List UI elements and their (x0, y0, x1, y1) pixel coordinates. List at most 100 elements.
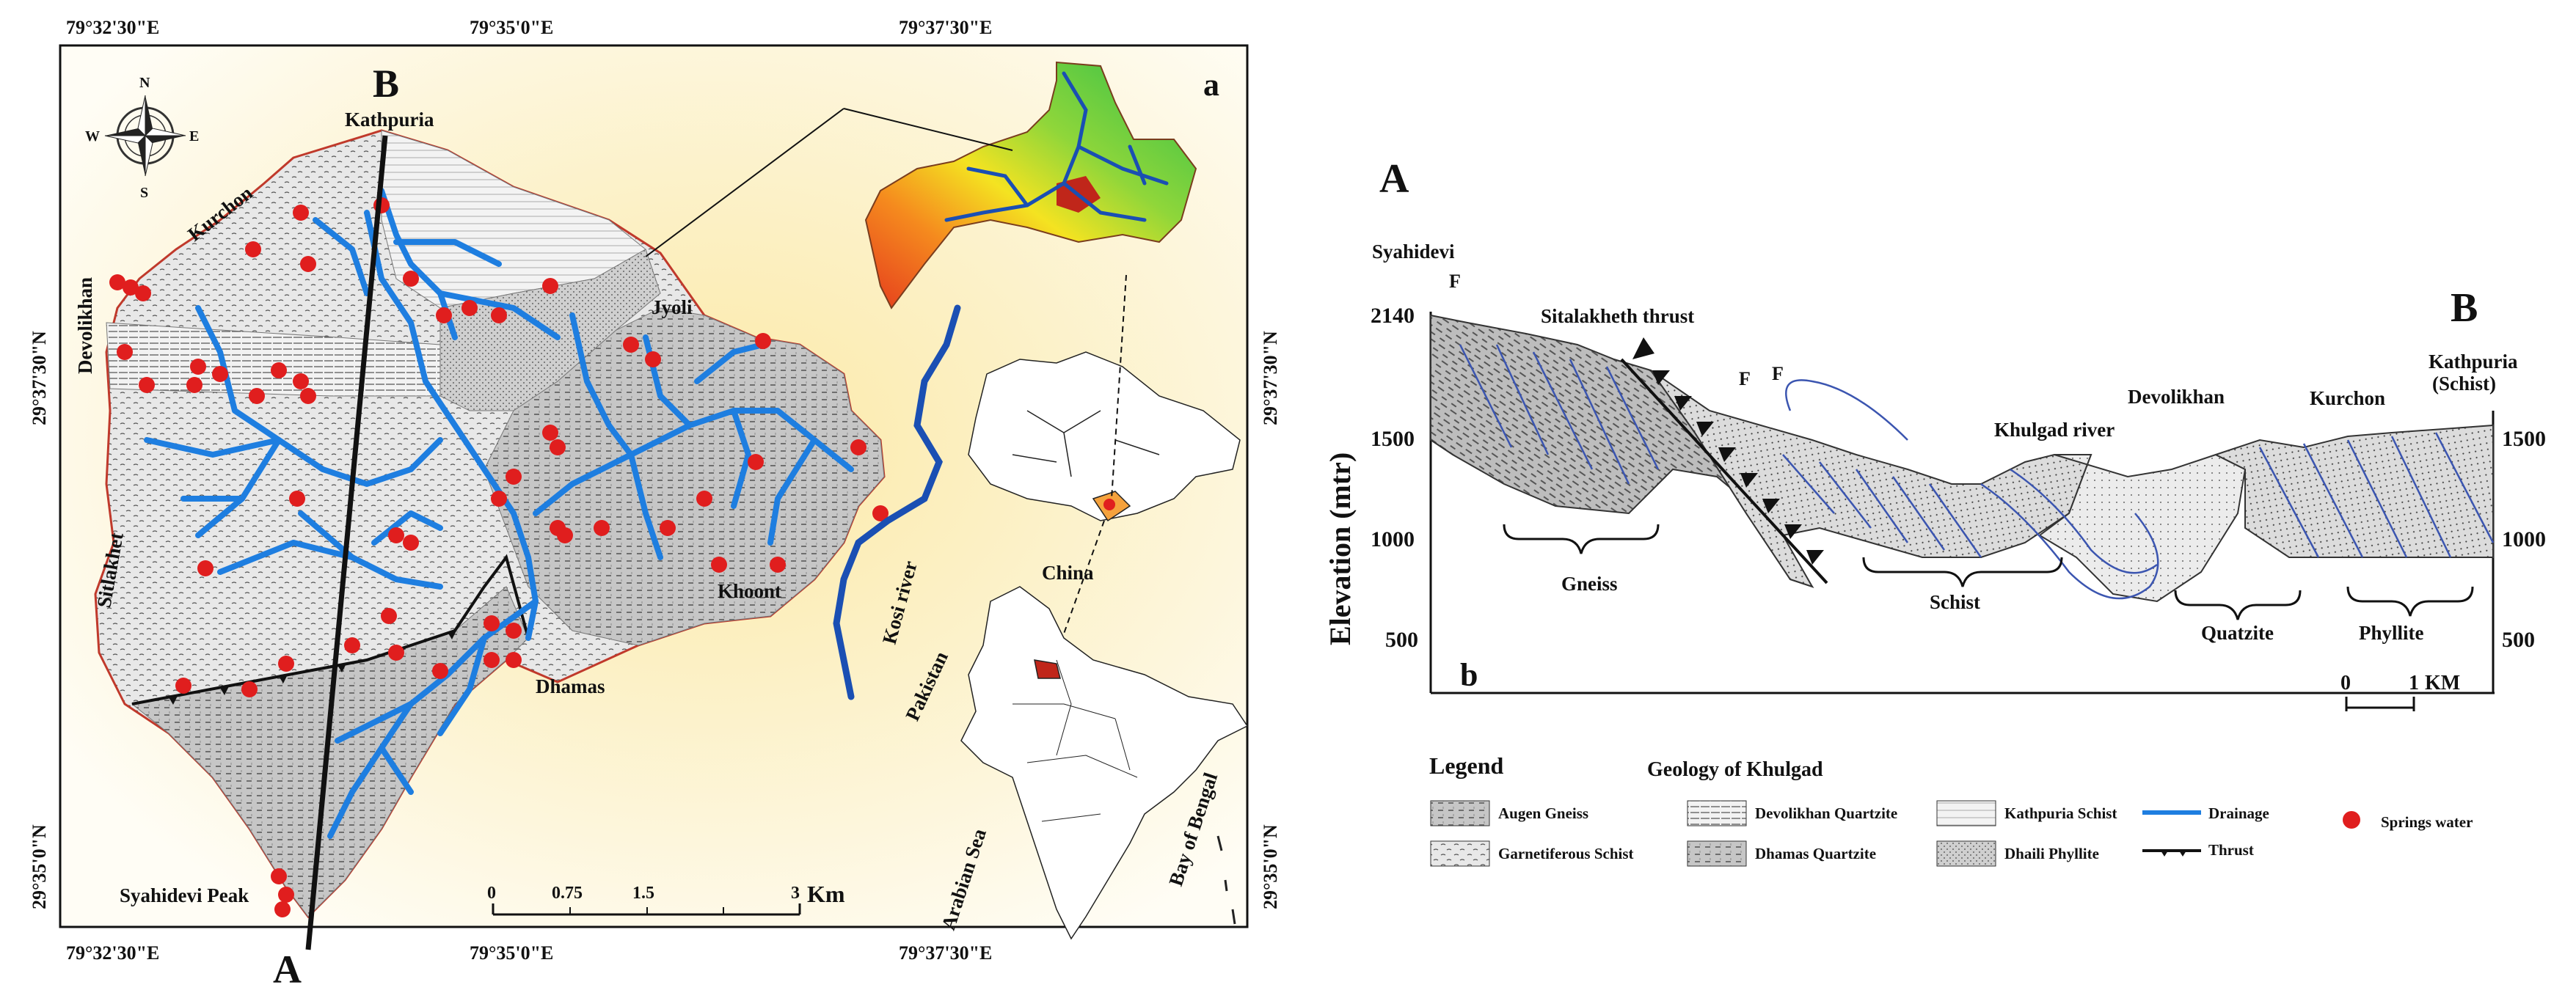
legend-label-thrust: Thrust (2208, 841, 2254, 859)
inset-dem-basin (864, 61, 1197, 309)
brace-gneiss (1503, 524, 1660, 554)
legend-label-devolikhan-quartzite: Devolikhan Quartzite (1755, 804, 1897, 822)
panel-label-b: b (1460, 657, 1478, 693)
place-jyoli: Jyoli (652, 296, 693, 318)
section-scale-1: 1 (2409, 672, 2419, 694)
compass-e: E (189, 128, 199, 144)
legend-label-garnetiferous-schist: Garnetiferous Schist (1498, 845, 1634, 862)
section-fold-lines (1459, 344, 2495, 600)
compass-s: S (140, 185, 148, 201)
scalebar-0: 0 (487, 884, 496, 903)
drainage-network (144, 188, 854, 839)
unit-phyllite: Phyllite (2359, 622, 2424, 644)
scalebar-unit: Km (807, 881, 845, 907)
scalebar-15: 1.5 (632, 884, 654, 903)
legend-label-dhamas-quartzite: Dhamas Quartzite (1755, 845, 1876, 862)
brace-schist (1862, 557, 2063, 587)
section-start-a: A (273, 947, 302, 991)
section-end-b: B (373, 62, 399, 106)
place-dhamas: Dhamas (536, 675, 605, 697)
legend-item-drainage: Drainage (2142, 804, 2269, 822)
coord-left-1: 29°37'30"N (29, 331, 50, 425)
section-label-end: B (2451, 285, 2478, 331)
y-axis-label: Elevation (mtr) (1324, 452, 1357, 645)
section-sitalakheth-thrust: Sitalakheth thrust (1541, 305, 1694, 327)
legend-label-augen-gneiss: Augen Gneiss (1498, 804, 1588, 822)
section-fault-f2: F (1739, 368, 1751, 389)
compass-rose: N S E W (85, 75, 199, 201)
legend-title: Legend (1429, 752, 1504, 779)
watershed-geology (94, 129, 886, 919)
springs (109, 197, 889, 917)
section-kathpuria-sub: (Schist) (2432, 373, 2496, 395)
coord-right-1: 29°37'30"N (1260, 331, 1281, 425)
section-fault-f3: F (1772, 363, 1784, 384)
coord-top-3: 79°37'30"E (899, 17, 992, 38)
section-line-ab (305, 135, 388, 950)
section-scalebar: 0 1 KM (2340, 672, 2460, 711)
ytick-r-500: 500 (2502, 628, 2535, 652)
inset-india-map (960, 586, 1249, 940)
unit-quatzite: Quatzite (2201, 622, 2274, 644)
unit-gneiss: Gneiss (1561, 573, 1618, 595)
ytick-500: 500 (1385, 628, 1418, 652)
section-schist (1650, 370, 2092, 588)
legend-label-dhaili-phyllite: Dhaili Phyllite (2004, 845, 2099, 862)
section-phyllite (2214, 424, 2494, 558)
inset-connector-1 (645, 108, 844, 257)
legend-item-devolikhan-quartzite: Devolikhan Quartzite (1687, 800, 1897, 826)
panel-label-a: a (1203, 67, 1219, 103)
coord-top-2: 79°35'0"E (470, 17, 553, 38)
section-syahidevi: Syahidevi (1372, 241, 1455, 263)
section-devolikhan: Devolikhan (2128, 386, 2225, 408)
legend-item-augen-gneiss: Augen Gneiss (1430, 800, 1588, 826)
brace-phyllite (2346, 586, 2474, 617)
legend-label-springs: Springs water (2381, 813, 2473, 831)
place-kathpuria: Kathpuria (345, 109, 434, 131)
section-kathpuria: Kathpuria (2429, 351, 2518, 373)
map-panel-a: 79°32'30"E 79°35'0"E 79°37'30"E 79°32'30… (29, 17, 1281, 991)
scalebar-075: 0.75 (552, 884, 583, 903)
compass-n: N (139, 75, 150, 91)
section-fault-f1: F (1449, 271, 1461, 292)
legend-item-dhamas-quartzite: Dhamas Quartzite (1687, 840, 1876, 867)
legend-item-dhaili-phyllite: Dhaili Phyllite (1936, 840, 2099, 867)
ytick-r-1000: 1000 (2502, 527, 2546, 551)
brace-quatzite (2174, 590, 2302, 620)
place-devolikhan: Devolikhan (74, 277, 96, 374)
legend-item-kathpuria-schist: Kathpuria Schist (1936, 800, 2117, 826)
legend-item-thrust: Thrust (2142, 841, 2254, 859)
unit-schist: Schist (1930, 591, 1980, 613)
kosi-river (833, 304, 961, 700)
place-china: China (1042, 562, 1094, 584)
section-khulgad-river: Khulgad river (1994, 419, 2115, 441)
section-thrust (1620, 337, 1828, 584)
ytick-1500: 1500 (1371, 427, 1415, 451)
inset-dash-1 (1111, 274, 1127, 499)
inset-connector-2 (843, 108, 1013, 151)
section-label-start: A (1379, 156, 1409, 202)
coord-top-1: 79°32'30"E (66, 17, 159, 38)
legend: Legend Geology of Khulgad Augen Gneiss G… (1429, 752, 2473, 867)
section-panel-b: A B 2140 1500 1000 500 1500 1000 500 Ele… (1324, 156, 2546, 711)
scalebar-3: 3 (791, 884, 800, 903)
legend-subtitle: Geology of Khulgad (1647, 758, 1823, 781)
ytick-1000: 1000 (1371, 527, 1415, 551)
ytick-r-1500: 1500 (2502, 427, 2546, 451)
place-syahidevi-peak: Syahidevi Peak (120, 884, 249, 906)
section-scale-unit: KM (2425, 672, 2460, 694)
map-scalebar: 0 0.75 1.5 3 Km (487, 881, 845, 916)
inset-state-map (968, 351, 1241, 522)
section-kurchon: Kurchon (2310, 387, 2385, 409)
legend-label-drainage: Drainage (2208, 804, 2269, 822)
coord-bottom-1: 79°32'30"E (66, 942, 159, 964)
legend-label-kathpuria-schist: Kathpuria Schist (2004, 804, 2117, 822)
section-scale-0: 0 (2340, 672, 2351, 694)
legend-item-garnetiferous-schist: Garnetiferous Schist (1430, 840, 1634, 867)
ytick-2140: 2140 (1371, 304, 1415, 328)
coord-bottom-2: 79°35'0"E (470, 942, 553, 964)
place-khoont: Khoont (718, 580, 781, 602)
legend-item-springs: Springs water (2343, 811, 2473, 831)
compass-w: W (85, 128, 100, 144)
